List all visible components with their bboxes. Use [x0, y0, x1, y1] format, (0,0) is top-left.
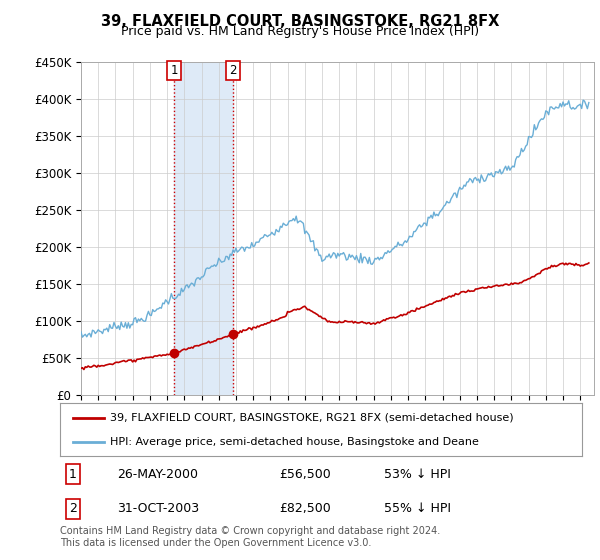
Text: 26-MAY-2000: 26-MAY-2000: [118, 468, 199, 480]
Text: 1: 1: [170, 64, 178, 77]
Text: 2: 2: [229, 64, 237, 77]
Text: 39, FLAXFIELD COURT, BASINGSTOKE, RG21 8FX: 39, FLAXFIELD COURT, BASINGSTOKE, RG21 8…: [101, 14, 499, 29]
Text: £56,500: £56,500: [279, 468, 331, 480]
Text: £82,500: £82,500: [279, 502, 331, 515]
Bar: [174, 62, 233, 395]
Text: 31-OCT-2003: 31-OCT-2003: [118, 502, 200, 515]
Text: 55% ↓ HPI: 55% ↓ HPI: [383, 502, 451, 515]
Text: HPI: Average price, semi-detached house, Basingstoke and Deane: HPI: Average price, semi-detached house,…: [110, 437, 478, 447]
Text: 2: 2: [69, 502, 77, 515]
Text: 39, FLAXFIELD COURT, BASINGSTOKE, RG21 8FX (semi-detached house): 39, FLAXFIELD COURT, BASINGSTOKE, RG21 8…: [110, 413, 513, 423]
Text: 53% ↓ HPI: 53% ↓ HPI: [383, 468, 451, 480]
Text: Price paid vs. HM Land Registry's House Price Index (HPI): Price paid vs. HM Land Registry's House …: [121, 25, 479, 38]
Text: Contains HM Land Registry data © Crown copyright and database right 2024.
This d: Contains HM Land Registry data © Crown c…: [60, 526, 440, 548]
Text: 1: 1: [69, 468, 77, 480]
